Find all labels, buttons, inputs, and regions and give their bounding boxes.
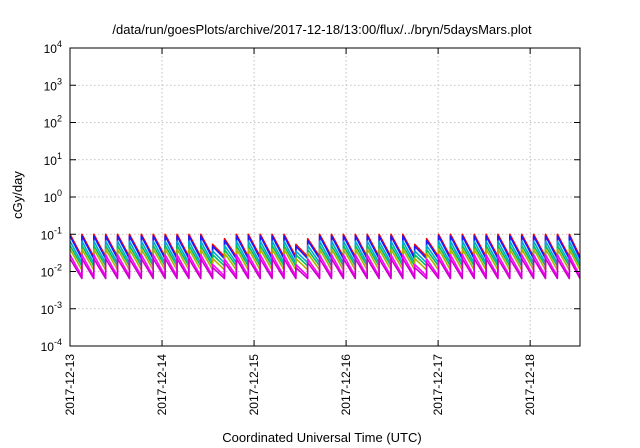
x-tick-label: 2017-12-16	[339, 354, 353, 416]
series-line	[69, 254, 581, 277]
y-tick-label: 102	[44, 114, 62, 131]
x-tick-label: 2017-12-14	[155, 354, 169, 416]
y-tick-label: 100	[44, 188, 62, 205]
chart-title: /data/run/goesPlots/archive/2017-12-18/1…	[112, 22, 532, 37]
series-layer	[69, 233, 581, 280]
y-tick-label: 101	[44, 151, 62, 168]
series-line	[69, 235, 581, 260]
y-tick-label: 10-3	[41, 300, 62, 317]
y-tick-label: 10-1	[41, 225, 62, 242]
x-axis-label: Coordinated Universal Time (UTC)	[222, 430, 421, 445]
y-axis: 10-4 10-3 10-2 10-1 100 101 102 103 104	[41, 39, 580, 354]
y-tick-label: 10-2	[41, 263, 62, 280]
series-line	[69, 233, 581, 258]
x-tick-label: 2017-12-18	[523, 354, 537, 416]
y-tick-label: 10-4	[41, 337, 62, 354]
y-axis-label: cGy/day	[10, 171, 25, 219]
x-tick-label: 2017-12-13	[63, 354, 77, 416]
y-tick-label: 104	[44, 39, 62, 56]
series-line	[69, 248, 581, 271]
grid	[70, 48, 580, 346]
series-line	[69, 257, 581, 280]
y-tick-label: 103	[44, 76, 62, 93]
x-axis: 2017-12-13 2017-12-14 2017-12-15 2017-12-16…	[63, 48, 537, 415]
x-tick-label: 2017-12-17	[431, 354, 445, 416]
series-line	[69, 244, 581, 267]
x-tick-label: 2017-12-15	[247, 354, 261, 416]
series-line	[69, 240, 581, 264]
